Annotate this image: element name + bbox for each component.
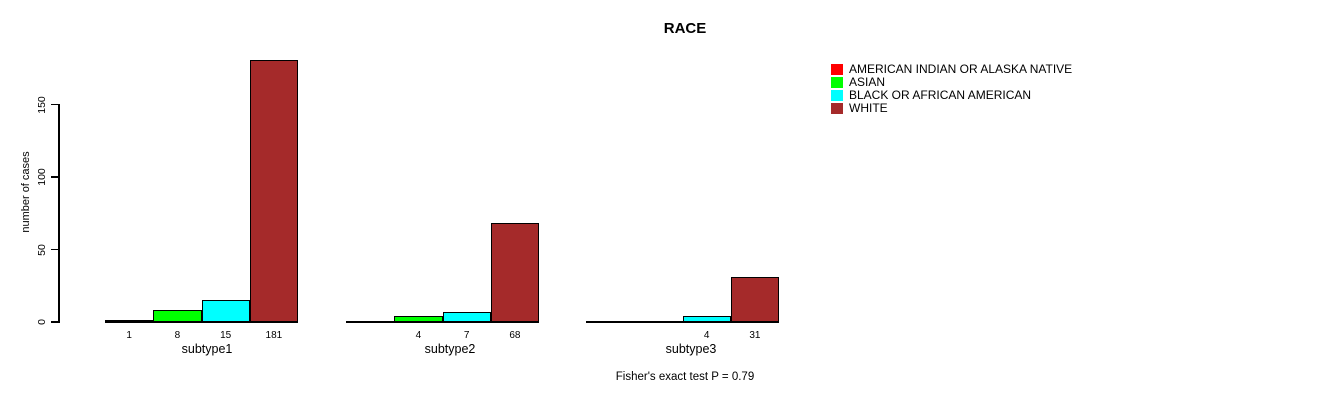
category-label: subtype3 [665, 342, 717, 356]
y-tick [51, 176, 58, 178]
bar-value-label: 7 [463, 330, 470, 341]
category-label: subtype2 [424, 342, 476, 356]
legend-label: AMERICAN INDIAN OR ALASKA NATIVE [849, 62, 1073, 76]
y-tick [51, 103, 58, 106]
legend-label: WHITE [849, 101, 888, 115]
category-label: subtype1 [181, 342, 233, 356]
legend-item: ASIAN [831, 75, 886, 89]
bar-value-label: 181 [265, 330, 283, 341]
bar [682, 316, 731, 322]
bar [730, 277, 779, 322]
chart-title: RACE [663, 20, 707, 37]
bar [105, 319, 154, 322]
y-tick-label: 150 [36, 95, 48, 114]
bar [394, 316, 443, 322]
bar-value-label: 15 [220, 330, 232, 341]
bar-value-label: 68 [509, 330, 521, 341]
legend-swatch [831, 76, 843, 88]
y-tick-label: 100 [36, 168, 48, 186]
legend-item: AMERICAN INDIAN OR ALASKA NATIVE [831, 62, 1073, 76]
y-axis-label: number of cases [20, 151, 32, 233]
legend-item: BLACK OR AFRICAN AMERICAN [831, 88, 1032, 102]
y-tick [51, 248, 58, 251]
y-axis-line [58, 104, 60, 323]
bar-value-label: 4 [415, 330, 422, 341]
legend-swatch [831, 102, 843, 114]
y-tick-label: 0 [36, 319, 48, 325]
y-tick-label: 50 [36, 243, 48, 256]
bar [153, 310, 202, 322]
bar-value-label: 8 [174, 330, 181, 341]
bar [201, 300, 250, 322]
bar-value-label: 4 [703, 330, 710, 341]
bar-value-label: 31 [749, 330, 761, 341]
legend-swatch [831, 89, 843, 101]
legend-swatch [831, 63, 843, 75]
legend-label: BLACK OR AFRICAN AMERICAN [849, 88, 1032, 102]
footnote: Fisher's exact test P = 0.79 [615, 371, 755, 383]
y-tick [51, 321, 58, 323]
bar [249, 59, 298, 322]
bar-value-label: 1 [126, 330, 132, 341]
legend-item: WHITE [831, 101, 888, 115]
legend-label: ASIAN [849, 75, 886, 89]
bar [490, 223, 539, 322]
bar [442, 311, 491, 322]
